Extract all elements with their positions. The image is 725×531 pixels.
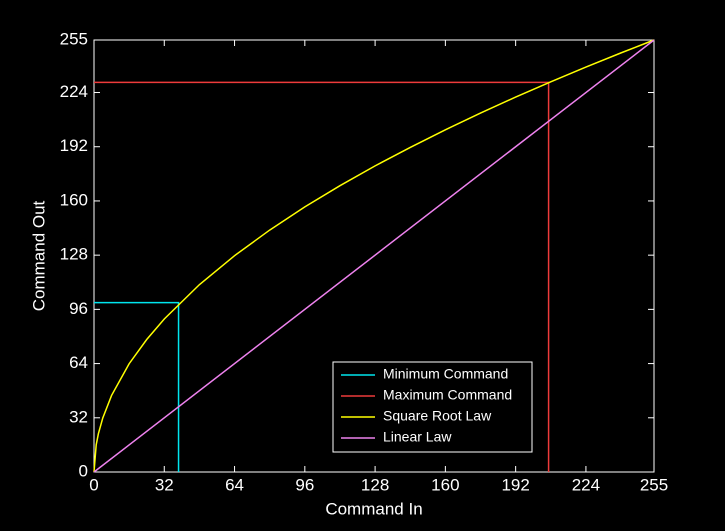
- y-tick-label: 224: [60, 82, 88, 101]
- x-tick-label: 64: [225, 475, 244, 494]
- x-axis-label: Command In: [325, 499, 422, 518]
- x-tick-label: 255: [640, 475, 668, 494]
- legend-box: [332, 361, 533, 453]
- legend-label: Maximum Command: [383, 387, 512, 403]
- x-tick-label: 128: [361, 475, 389, 494]
- y-tick-label: 255: [60, 29, 88, 48]
- y-axis-label: Command Out: [29, 200, 48, 311]
- y-tick-label: 160: [60, 190, 88, 209]
- y-tick-label: 192: [60, 136, 88, 155]
- legend-label: Minimum Command: [383, 366, 508, 382]
- x-tick-label: 192: [501, 475, 529, 494]
- y-tick-label: 32: [69, 407, 88, 426]
- y-tick-label: 96: [69, 299, 88, 318]
- y-tick-label: 0: [79, 461, 88, 480]
- x-tick-label: 224: [572, 475, 600, 494]
- y-tick-label: 64: [69, 353, 88, 372]
- x-tick-label: 32: [155, 475, 174, 494]
- legend-label: Linear Law: [383, 429, 452, 445]
- y-tick-label: 128: [60, 245, 88, 264]
- data-line: [93, 39, 655, 473]
- x-tick-label: 0: [89, 475, 98, 494]
- x-tick-label: 96: [295, 475, 314, 494]
- legend-label: Square Root Law: [383, 408, 492, 424]
- data-line: [93, 39, 655, 473]
- x-tick-label: 160: [431, 475, 459, 494]
- data-line: [94, 301, 180, 472]
